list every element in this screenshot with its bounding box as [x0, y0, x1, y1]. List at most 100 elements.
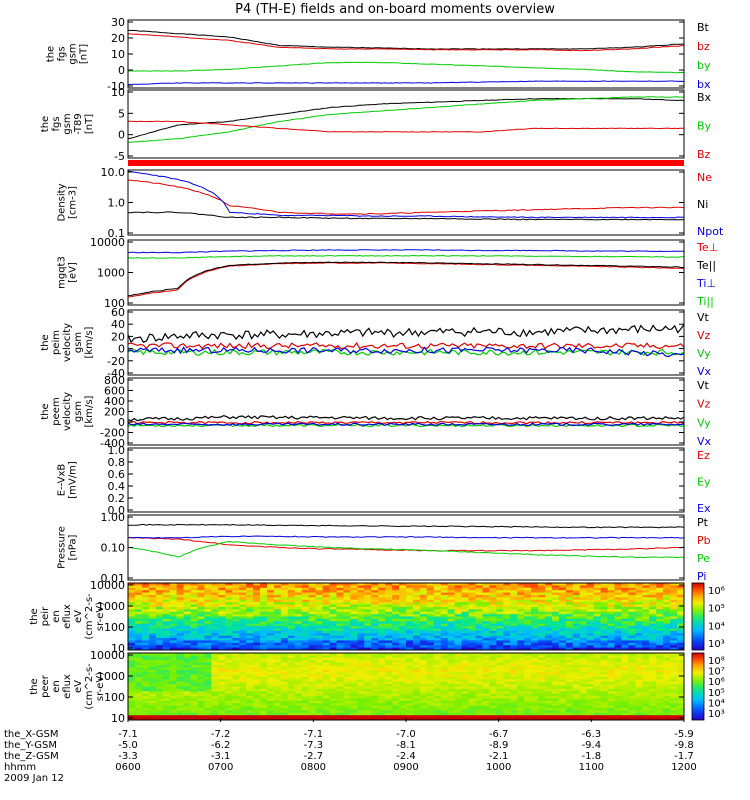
- heatmap-cell: [357, 640, 365, 644]
- heatmap-cell: [670, 672, 678, 676]
- heatmap-cell: [531, 684, 539, 687]
- heatmap-cell: [301, 594, 310, 598]
- heatmap-cell: [190, 647, 198, 651]
- heatmap-cell: [246, 653, 254, 656]
- heatmap-cell: [565, 684, 574, 687]
- heatmap-cell: [503, 635, 511, 639]
- heatmap-cell: [183, 679, 192, 683]
- heatmap-cell: [545, 698, 553, 702]
- heatmap-cell: [475, 674, 483, 678]
- heatmap-cell: [565, 638, 574, 641]
- heatmap-cell: [489, 597, 497, 601]
- heatmap-cell: [378, 705, 386, 709]
- heatmap-cell: [531, 705, 539, 709]
- heatmap-cell: [148, 630, 157, 634]
- heatmap-cell: [218, 597, 226, 601]
- heatmap-cell: [322, 703, 331, 707]
- heatmap-cell: [357, 667, 365, 671]
- heatmap-cell: [357, 669, 365, 673]
- heatmap-cell: [141, 686, 150, 690]
- heatmap-cell: [496, 662, 504, 666]
- heatmap-cell: [301, 676, 310, 680]
- heatmap-cell: [378, 660, 386, 664]
- heatmap-cell: [454, 664, 463, 668]
- heatmap-cell: [475, 662, 483, 666]
- heatmap-cell: [482, 684, 490, 687]
- heatmap-cell: [322, 630, 331, 634]
- heatmap-cell: [545, 604, 553, 608]
- heatmap-cell: [183, 676, 192, 680]
- heatmap-cell: [677, 698, 685, 702]
- heatmap-cell: [538, 662, 546, 666]
- heatmap-cell: [614, 686, 622, 690]
- heatmap-cell: [558, 674, 567, 678]
- heatmap-cell: [412, 609, 421, 613]
- heatmap-cell: [510, 672, 518, 676]
- heatmap-cell: [392, 604, 400, 608]
- heatmap-cell: [489, 700, 497, 704]
- heatmap-cell: [183, 667, 192, 671]
- heatmap-cell: [406, 590, 414, 594]
- heatmap-cell: [670, 696, 678, 699]
- heatmap-cell: [406, 645, 414, 649]
- heatmap-cell: [343, 691, 351, 695]
- heatmap-cell: [600, 667, 609, 671]
- heatmap-cell: [225, 609, 233, 613]
- heatmap-cell: [246, 703, 254, 707]
- heatmap-cell: [371, 594, 379, 598]
- heatmap-cell: [280, 640, 289, 644]
- heatmap-cell: [621, 635, 629, 639]
- heatmap-cell: [607, 698, 615, 702]
- heatmap-cell: [670, 664, 678, 668]
- heatmap-cell: [301, 628, 310, 632]
- heatmap-cell: [190, 700, 198, 704]
- heatmap-cell: [350, 669, 358, 673]
- heatmap-cell: [169, 583, 178, 586]
- heatmap-cell: [565, 703, 574, 707]
- heatmap-cell: [211, 645, 219, 649]
- heatmap-cell: [169, 645, 178, 649]
- heatmap-cell: [322, 674, 331, 678]
- heatmap-cell: [538, 717, 546, 721]
- heatmap-cell: [642, 587, 650, 591]
- heatmap-cell: [586, 640, 595, 644]
- heatmap-cell: [253, 594, 261, 598]
- heatmap-cell: [572, 630, 581, 634]
- heatmap-cell: [572, 609, 581, 613]
- heatmap-cell: [621, 672, 629, 676]
- heatmap-cell: [656, 633, 664, 637]
- heatmap-cell: [419, 710, 428, 714]
- heatmap-cell: [350, 628, 358, 632]
- heatmap-cell: [197, 609, 205, 613]
- heatmap-cell: [635, 705, 643, 709]
- heatmap-cell: [364, 585, 372, 589]
- heatmap-cell: [545, 672, 553, 676]
- heatmap-cell: [294, 647, 303, 651]
- heatmap-cell: [329, 606, 337, 610]
- heatmap-cell: [440, 642, 449, 646]
- heatmap-cell: [253, 604, 261, 608]
- heatmap-cell: [510, 599, 518, 603]
- heatmap-cell: [628, 647, 636, 651]
- heatmap-cell: [128, 696, 136, 699]
- heatmap-cell: [329, 647, 337, 651]
- heatmap-cell: [128, 594, 136, 598]
- heatmap-cell: [635, 662, 643, 666]
- heatmap-cell: [510, 679, 518, 683]
- heatmap-cell: [197, 635, 205, 639]
- heatmap-cell: [517, 712, 525, 716]
- heatmap-cell: [322, 676, 331, 680]
- heatmap-cell: [607, 703, 615, 707]
- heatmap-cell: [572, 599, 581, 603]
- heatmap-cell: [204, 672, 212, 676]
- heatmap-cell: [524, 700, 532, 704]
- heatmap-cell: [461, 672, 470, 676]
- heatmap-cell: [260, 645, 268, 649]
- heatmap-cell: [572, 715, 581, 719]
- heatmap-cell: [614, 583, 622, 586]
- heatmap-cell: [385, 703, 393, 707]
- heatmap-cell: [649, 604, 657, 608]
- heatmap-cell: [579, 715, 588, 719]
- heatmap-cell: [246, 628, 254, 632]
- heatmap-cell: [371, 705, 379, 709]
